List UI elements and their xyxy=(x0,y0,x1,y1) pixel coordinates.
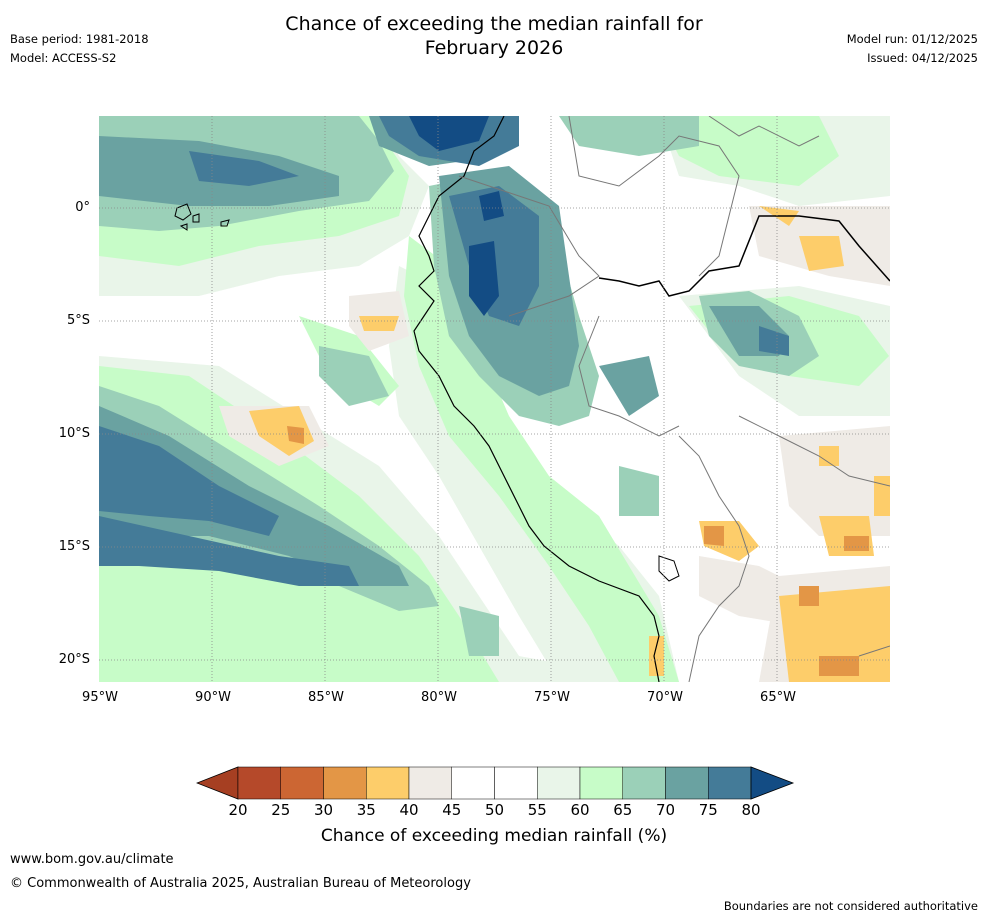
lon-label-70w: 70°W xyxy=(647,690,683,705)
legend-cell-75-80 xyxy=(708,766,752,800)
lat-label-10s: 10°S xyxy=(58,426,90,441)
legend-tick-25: 25 xyxy=(271,801,291,819)
lat-label-5s: 5°S xyxy=(66,313,90,328)
footer-disclaimer: Boundaries are not considered authoritat… xyxy=(723,899,978,913)
legend-tick-65: 65 xyxy=(613,801,633,819)
band-35-40 xyxy=(249,206,890,682)
legend-cell-40-45 xyxy=(408,766,452,800)
legend-tick-70: 70 xyxy=(655,801,676,819)
base-period: Base period: 1981-2018 xyxy=(10,32,149,46)
band-80-plus xyxy=(409,116,504,316)
legend-cell-60-65 xyxy=(579,766,623,800)
gridlines xyxy=(99,116,890,682)
legend-tick-45: 45 xyxy=(442,801,462,819)
lat-label-0: 0° xyxy=(75,200,90,215)
legend-cell-55-60 xyxy=(537,766,581,800)
lon-label-80w: 80°W xyxy=(421,690,457,705)
legend-cell-45-50 xyxy=(451,766,495,800)
lat-label-20s: 20°S xyxy=(58,652,90,667)
title-line-2: February 2026 xyxy=(424,37,564,59)
map-title: Chance of exceeding the median rainfall … xyxy=(0,12,988,60)
title-line-1: Chance of exceeding the median rainfall … xyxy=(285,13,703,35)
legend-cell-70-75 xyxy=(665,766,709,800)
legend-tick-30: 30 xyxy=(313,801,334,819)
legend-colorbar xyxy=(196,766,795,800)
issued-date: Issued: 04/12/2025 xyxy=(867,51,978,65)
rainfall-map xyxy=(99,116,890,682)
lake-titicaca xyxy=(658,555,680,582)
legend-arrow-high xyxy=(750,766,795,800)
lon-label-85w: 85°W xyxy=(308,690,344,705)
footer-copyright: © Commonwealth of Australia 2025, Austra… xyxy=(10,876,471,891)
model-run-date: Model run: 01/12/2025 xyxy=(846,32,978,46)
amazon-river xyxy=(598,215,890,297)
footer-url[interactable]: www.bom.gov.au/climate xyxy=(10,852,174,867)
legend-cell-50-55 xyxy=(494,766,538,800)
legend-cell-25-30 xyxy=(280,766,324,800)
legend-tick-50: 50 xyxy=(484,801,505,819)
model-name: Model: ACCESS-S2 xyxy=(10,51,117,65)
legend-tick-55: 55 xyxy=(527,801,547,819)
legend-title: Chance of exceeding median rainfall (%) xyxy=(320,826,668,846)
lon-label-90w: 90°W xyxy=(195,690,231,705)
band-30-35 xyxy=(287,426,869,676)
lon-label-95w: 95°W xyxy=(82,690,118,705)
legend-tick-75: 75 xyxy=(698,801,718,819)
legend-tick-35: 35 xyxy=(356,801,376,819)
lat-label-15s: 15°S xyxy=(58,539,90,554)
country-borders xyxy=(458,116,890,682)
legend-cell-20-25 xyxy=(237,766,281,800)
galapagos-islands xyxy=(174,203,230,231)
legend-cell-65-70 xyxy=(622,766,666,800)
lon-label-65w: 65°W xyxy=(760,690,796,705)
legend-tick-80: 80 xyxy=(741,801,761,819)
legend-cell-35-40 xyxy=(366,766,410,800)
lon-label-75w: 75°W xyxy=(534,690,570,705)
legend-tick-40: 40 xyxy=(399,801,419,819)
coastline xyxy=(413,116,660,682)
legend-arrow-low xyxy=(196,766,239,800)
legend-tick-20: 20 xyxy=(228,801,248,819)
legend-cell-30-35 xyxy=(323,766,367,800)
map-canvas xyxy=(99,116,890,682)
legend-tick-60: 60 xyxy=(570,801,590,819)
